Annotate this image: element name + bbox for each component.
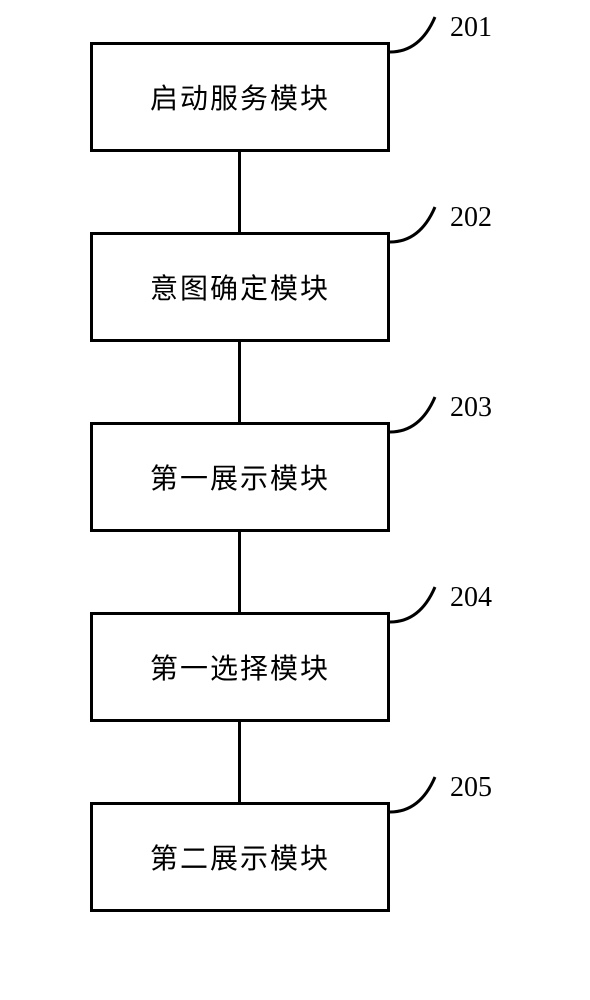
module-label-202: 202 — [450, 202, 492, 234]
module-text-203: 第一展示模块 — [150, 457, 330, 497]
callout-line-202 — [380, 202, 455, 252]
module-text-205: 第二展示模块 — [150, 837, 330, 877]
callout-line-205 — [380, 772, 455, 822]
module-label-203: 203 — [450, 392, 492, 424]
module-box-203: 第一展示模块 — [90, 422, 390, 532]
connector-2-3 — [238, 342, 241, 422]
module-label-204: 204 — [450, 582, 492, 614]
callout-line-201 — [380, 12, 455, 62]
callout-line-203 — [380, 392, 455, 442]
module-label-201: 201 — [450, 12, 492, 44]
connector-4-5 — [238, 722, 241, 802]
module-label-205: 205 — [450, 772, 492, 804]
module-box-205: 第二展示模块 — [90, 802, 390, 912]
module-box-204: 第一选择模块 — [90, 612, 390, 722]
connector-3-4 — [238, 532, 241, 612]
module-box-202: 意图确定模块 — [90, 232, 390, 342]
module-text-204: 第一选择模块 — [150, 647, 330, 687]
connector-1-2 — [238, 152, 241, 232]
module-text-202: 意图确定模块 — [150, 267, 330, 307]
module-text-201: 启动服务模块 — [150, 77, 330, 117]
module-box-201: 启动服务模块 — [90, 42, 390, 152]
callout-line-204 — [380, 582, 455, 632]
module-flowchart: 启动服务模块 201 意图确定模块 202 第一展示模块 203 第一选择模块 … — [0, 0, 590, 1000]
